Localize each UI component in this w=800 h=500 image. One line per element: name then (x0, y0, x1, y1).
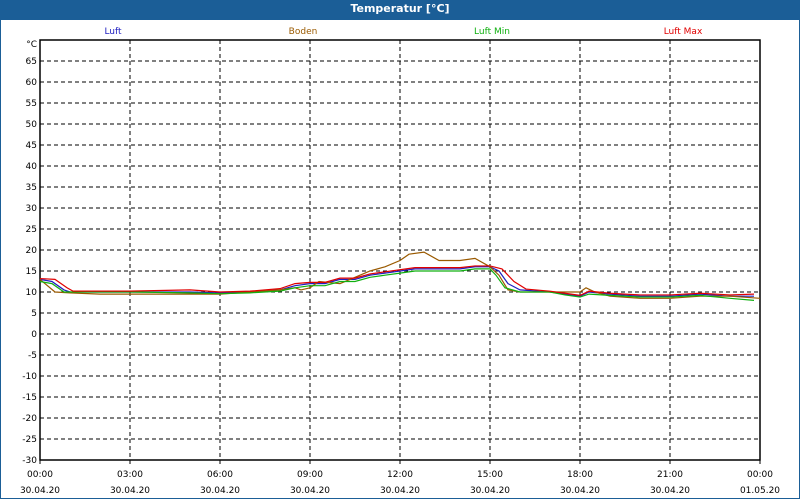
y-tick-label: 35 (26, 183, 37, 193)
y-tick-label: -15 (22, 393, 37, 403)
x-tick-time: 18:00 (567, 470, 593, 480)
x-tick-date: 30.04.20 (380, 486, 420, 496)
y-tick-label: 0 (31, 330, 37, 340)
y-tick-label: -30 (22, 456, 37, 466)
y-tick-label: 60 (26, 78, 38, 88)
y-tick-label: 20 (26, 246, 38, 256)
plot-border (39, 39, 761, 461)
y-tick-label: 40 (26, 162, 38, 172)
legend-luft-min: Luft Min (474, 27, 510, 37)
y-tick-label: 5 (31, 309, 37, 319)
x-tick-date: 30.04.20 (560, 486, 600, 496)
series-line-luft-min (39, 268, 755, 301)
y-tick-label: 10 (26, 288, 38, 298)
x-tick-date: 30.04.20 (290, 486, 330, 496)
series-line-luft-max (39, 265, 755, 296)
y-tick-label: 55 (26, 99, 37, 109)
y-tick-label: -25 (22, 435, 37, 445)
y-tick-label: 45 (26, 141, 37, 151)
x-tick-date: 30.04.20 (650, 486, 690, 496)
x-tick-time: 15:00 (477, 470, 503, 480)
x-tick-date: 30.04.20 (110, 486, 150, 496)
x-tick-time: 00:00 (27, 470, 53, 480)
y-tick-label: -10 (22, 372, 37, 382)
y-tick-label: -20 (22, 414, 37, 424)
x-tick-date: 30.04.20 (200, 486, 240, 496)
x-tick-date: 30.04.20 (20, 486, 60, 496)
x-tick-date: 30.04.20 (470, 486, 510, 496)
y-tick-label: 50 (26, 120, 38, 130)
y-tick-label: 25 (26, 225, 37, 235)
y-tick-label: 65 (26, 57, 37, 67)
x-tick-time: 03:00 (117, 470, 143, 480)
legend-luft-max: Luft Max (664, 27, 703, 37)
y-tick-label: 15 (26, 267, 37, 277)
x-tick-time: 09:00 (297, 470, 323, 480)
legend-boden: Boden (289, 27, 318, 37)
y-tick-label: 30 (26, 204, 38, 214)
x-tick-time: 00:00 (747, 470, 773, 480)
x-tick-time: 06:00 (207, 470, 233, 480)
series-line-boden (39, 251, 761, 299)
chart-title: Temperatur [°C] (0, 0, 800, 20)
x-tick-time: 12:00 (387, 470, 413, 480)
y-tick-label: -5 (28, 351, 37, 361)
x-tick-time: 21:00 (657, 470, 683, 480)
y-axis-label: °C (26, 40, 37, 50)
legend-luft: Luft (104, 27, 122, 37)
x-tick-date: 01.05.20 (740, 486, 780, 496)
